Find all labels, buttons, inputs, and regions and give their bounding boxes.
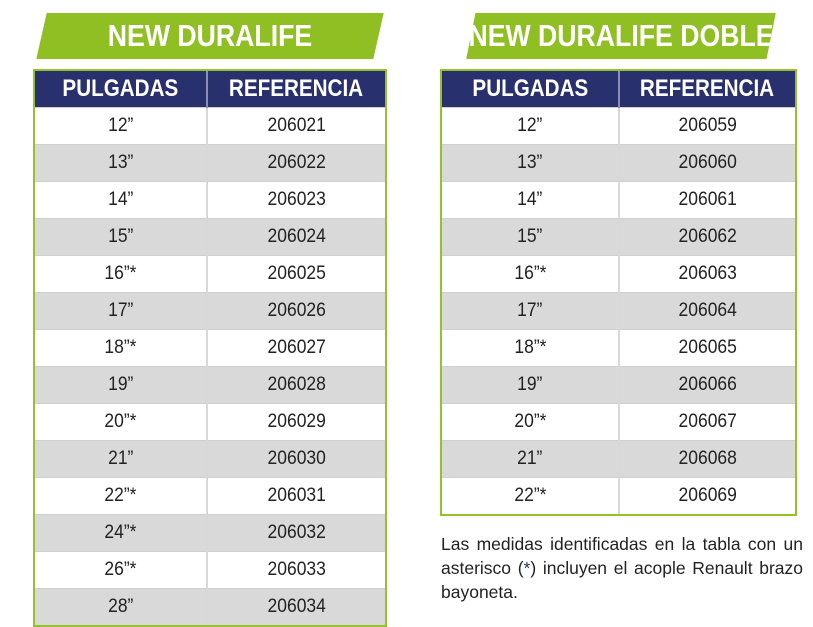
size-cell: 15”	[442, 218, 620, 256]
reference-cell: 206068	[619, 440, 795, 478]
reference-cell: 206024	[207, 218, 385, 256]
table-row: 17” 206026	[35, 292, 385, 330]
table-row: 15” 206062	[442, 218, 795, 256]
table-row: 26”* 206033	[35, 551, 385, 589]
table-row: 20”* 206067	[442, 403, 795, 441]
size-cell: 13”	[442, 144, 620, 182]
size-cell: 26”*	[35, 551, 208, 589]
reference-cell: 206065	[619, 329, 795, 367]
reference-cell: 206063	[619, 255, 795, 293]
reference-cell: 206060	[619, 144, 795, 182]
table-individual: PULGADAS REFERENCIA 12” 206021 13” 206022 …	[33, 69, 387, 627]
size-cell: 14”	[35, 181, 208, 219]
size-cell: 21”	[35, 440, 208, 478]
reference-cell: 206033	[207, 551, 385, 589]
reference-cell: 206023	[207, 181, 385, 219]
size-cell: 19”	[35, 366, 208, 404]
size-cell: 19”	[442, 366, 620, 404]
table-row: 18”* 206065	[442, 329, 795, 367]
table-row: 16”* 206063	[442, 255, 795, 293]
reference-cell: 206028	[207, 366, 385, 404]
column-header-pulgadas: PULGADAS	[35, 71, 208, 108]
size-cell: 17”	[35, 292, 208, 330]
table-row: 22”* 206069	[442, 477, 795, 514]
table-row: 21” 206068	[442, 440, 795, 478]
size-cell: 20”*	[35, 403, 208, 441]
asterisk-symbol: *	[523, 557, 531, 578]
size-cell: 14”	[442, 181, 620, 219]
column-header-pulgadas: PULGADAS	[442, 71, 620, 108]
table-row: 21” 206030	[35, 440, 385, 478]
size-cell: 17”	[442, 292, 620, 330]
reference-cell: 206062	[619, 218, 795, 256]
column-header-referencia: REFERENCIA	[207, 71, 385, 108]
table-row: 19” 206028	[35, 366, 385, 404]
reference-cell: 206021	[207, 107, 385, 145]
reference-cell: 206066	[619, 366, 795, 404]
size-cell: 12”	[442, 107, 620, 145]
reference-cell: 206064	[619, 292, 795, 330]
size-cell: 18”*	[35, 329, 208, 367]
reference-cell: 206034	[207, 588, 385, 625]
title-banner-doble: NEW DURALIFE DOBLE	[466, 13, 776, 59]
size-cell: 18”*	[442, 329, 620, 367]
size-cell: 22”*	[35, 477, 208, 515]
table-row: 13” 206060	[442, 144, 795, 182]
reference-cell: 206067	[619, 403, 795, 441]
reference-cell: 206022	[207, 144, 385, 182]
size-cell: 16”*	[442, 255, 620, 293]
table-row: 13” 206022	[35, 144, 385, 182]
table-row: 18”* 206027	[35, 329, 385, 367]
reference-cell: 206026	[207, 292, 385, 330]
table-row: 12” 206021	[35, 107, 385, 145]
table-row: 15” 206024	[35, 218, 385, 256]
size-cell: 24”*	[35, 514, 208, 552]
reference-cell: 206029	[207, 403, 385, 441]
reference-cell: 206069	[619, 477, 795, 514]
title-banner-individual: NEW DURALIFE INDIVIDUAL	[36, 13, 384, 59]
table-row: 12” 206059	[442, 107, 795, 145]
size-cell: 13”	[35, 144, 208, 182]
asterisk-footnote: Las medidas identificadas en la tabla co…	[441, 533, 803, 602]
table-row: 17” 206064	[442, 292, 795, 330]
table-row: 14” 206061	[442, 181, 795, 219]
table-header-row: PULGADAS REFERENCIA	[442, 71, 795, 108]
reference-cell: 206061	[619, 181, 795, 219]
title-individual: NEW DURALIFE INDIVIDUAL	[107, 18, 313, 53]
column-header-referencia: REFERENCIA	[619, 71, 795, 108]
table-row: 20”* 206029	[35, 403, 385, 441]
size-cell: 16”*	[35, 255, 208, 293]
size-cell: 12”	[35, 107, 208, 145]
size-cell: 15”	[35, 218, 208, 256]
reference-cell: 206031	[207, 477, 385, 515]
size-cell: 20”*	[442, 403, 620, 441]
size-cell: 21”	[442, 440, 620, 478]
reference-cell: 206025	[207, 255, 385, 293]
table-header-row: PULGADAS REFERENCIA	[35, 71, 385, 108]
reference-cell: 206030	[207, 440, 385, 478]
reference-cell: 206027	[207, 329, 385, 367]
table-doble: PULGADAS REFERENCIA 12” 206059 13” 206060 …	[440, 69, 797, 516]
reference-cell: 206059	[619, 107, 795, 145]
table-row: 24”* 206032	[35, 514, 385, 552]
table-row: 28” 206034	[35, 588, 385, 625]
table-row: 14” 206023	[35, 181, 385, 219]
table-row: 16”* 206025	[35, 255, 385, 293]
size-cell: 28”	[35, 588, 208, 625]
reference-cell: 206032	[207, 514, 385, 552]
size-cell: 22”*	[442, 477, 620, 514]
table-row: 19” 206066	[442, 366, 795, 404]
table-row: 22”* 206031	[35, 477, 385, 515]
title-doble: NEW DURALIFE DOBLE	[468, 18, 774, 53]
